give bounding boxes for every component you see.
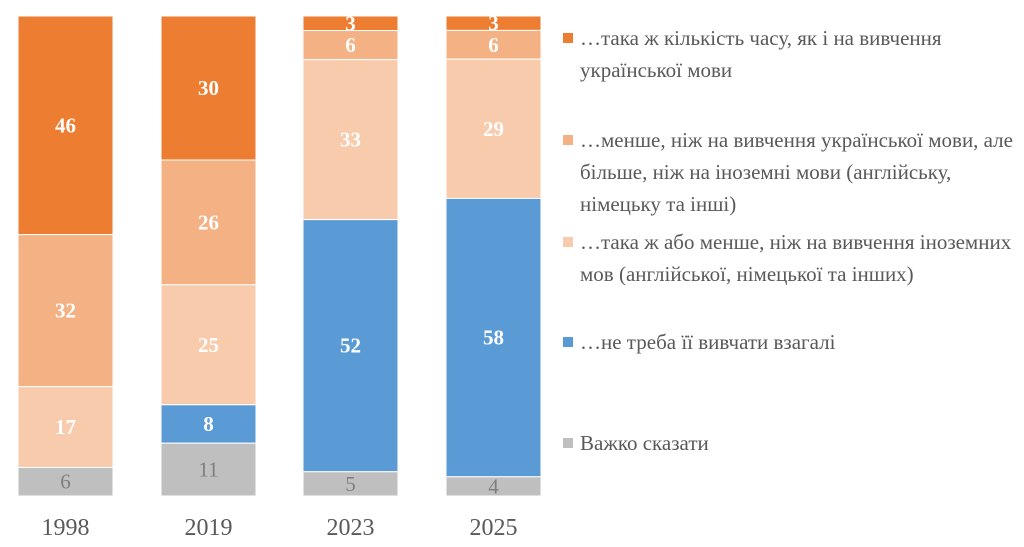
bar-segment bbox=[17, 15, 114, 236]
bar-segment bbox=[302, 219, 399, 473]
data-label: 25 bbox=[198, 333, 219, 357]
data-label: 26 bbox=[198, 210, 219, 234]
data-label: 6 bbox=[488, 33, 499, 57]
data-label: 52 bbox=[340, 334, 361, 358]
legend-label: …менше, ніж на вивчення української мови… bbox=[580, 128, 1013, 216]
bar-segment bbox=[160, 284, 257, 406]
bar-segment bbox=[17, 466, 114, 497]
data-label: 11 bbox=[198, 458, 218, 482]
x-tick-label: 2023 bbox=[327, 515, 375, 541]
legend-swatch-icon bbox=[563, 438, 573, 448]
data-label: 6 bbox=[345, 33, 356, 57]
legend-item: Важко сказати bbox=[563, 427, 1013, 459]
data-label: 29 bbox=[483, 117, 504, 141]
data-label: 46 bbox=[55, 113, 76, 137]
data-label: 5 bbox=[345, 472, 356, 496]
bar-segment bbox=[445, 476, 542, 497]
legend-item: …така ж кількість часу, як і на вивчення… bbox=[563, 22, 1013, 86]
x-tick-label: 2025 bbox=[470, 515, 518, 541]
legend-item: …така ж або менше, ніж на вивчення інозе… bbox=[563, 226, 1013, 290]
bar-segment bbox=[445, 29, 542, 60]
bar-segment bbox=[160, 442, 257, 497]
legend-label: …така ж кількість часу, як і на вивчення… bbox=[580, 26, 942, 82]
bar-segment bbox=[160, 159, 257, 286]
legend-swatch-icon bbox=[563, 337, 573, 347]
data-label: 3 bbox=[345, 11, 356, 35]
legend-item: …менше, ніж на вивчення української мови… bbox=[563, 124, 1013, 220]
bar-segment bbox=[160, 15, 257, 161]
data-label: 6 bbox=[60, 470, 71, 494]
legend-swatch-icon bbox=[563, 237, 573, 247]
bar-segment bbox=[302, 59, 399, 221]
legend-item: …не треба її вивчати взагалі bbox=[563, 326, 1013, 358]
legend-swatch-icon bbox=[563, 33, 573, 43]
legend-label: Важко сказати bbox=[580, 431, 709, 455]
legend-label: …така ж або менше, ніж на вивчення інозе… bbox=[580, 230, 1012, 286]
data-label: 4 bbox=[488, 474, 499, 498]
data-label: 32 bbox=[55, 299, 76, 323]
data-label: 17 bbox=[55, 415, 76, 439]
legend-label: …не треба її вивчати взагалі bbox=[580, 330, 836, 354]
data-label: 33 bbox=[340, 128, 361, 152]
x-tick-label: 2019 bbox=[185, 515, 233, 541]
bar-segment bbox=[445, 58, 542, 199]
data-label: 30 bbox=[198, 76, 219, 100]
data-label: 8 bbox=[203, 412, 214, 436]
bar-segment bbox=[160, 404, 257, 444]
data-label: 58 bbox=[483, 326, 504, 350]
bar-segment bbox=[17, 386, 114, 468]
legend-swatch-icon bbox=[563, 135, 573, 145]
x-tick-label: 1998 bbox=[42, 515, 90, 541]
bar-segment bbox=[302, 471, 399, 497]
data-label: 3 bbox=[488, 11, 499, 35]
